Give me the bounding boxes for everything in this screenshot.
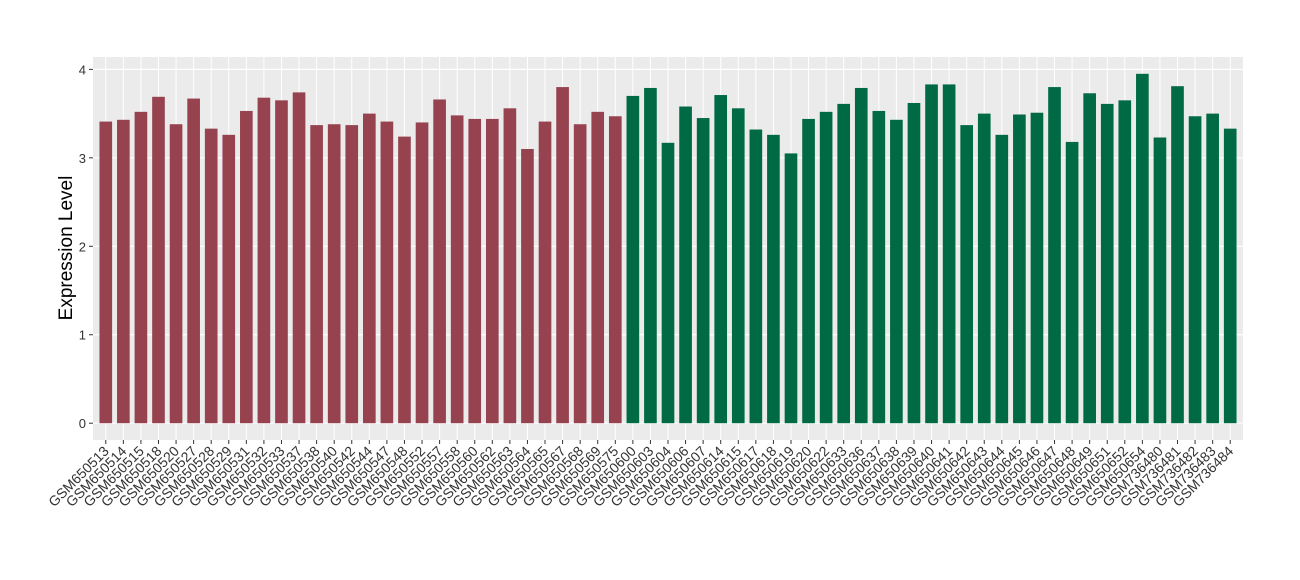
- bar: [872, 110, 886, 424]
- bar: [1206, 113, 1219, 424]
- bar: [257, 97, 271, 424]
- bar: [521, 148, 534, 424]
- bar: [591, 111, 605, 424]
- bar: [204, 128, 218, 424]
- bar: [1171, 86, 1184, 424]
- bar: [1083, 93, 1096, 424]
- bar: [117, 119, 130, 424]
- bar: [503, 108, 517, 424]
- bar: [608, 116, 622, 424]
- bar: [327, 124, 341, 424]
- bar: [433, 99, 446, 424]
- bar: [907, 102, 921, 424]
- bar: [222, 134, 236, 424]
- bar: [1100, 103, 1114, 424]
- bar: [169, 124, 183, 424]
- bar: [152, 96, 165, 424]
- bar: [292, 92, 306, 424]
- bar: [942, 84, 956, 424]
- bar: [714, 95, 728, 424]
- bar: [556, 87, 569, 424]
- bar: [362, 113, 376, 424]
- bar: [1118, 100, 1132, 424]
- y-tick-label: 3: [79, 151, 86, 166]
- bar: [925, 84, 938, 424]
- bar: [1030, 112, 1044, 424]
- bar: [661, 142, 675, 424]
- bar: [240, 110, 253, 424]
- bar: [784, 153, 798, 424]
- bar: [749, 129, 763, 424]
- bar: [1048, 87, 1061, 424]
- y-tick-label: 0: [79, 416, 86, 431]
- bar: [995, 134, 1009, 424]
- y-tick-label: 1: [79, 328, 86, 343]
- bar: [485, 118, 499, 424]
- bar: [187, 98, 200, 424]
- bar: [380, 121, 394, 424]
- bar: [977, 113, 991, 424]
- bar: [819, 111, 833, 424]
- bar: [1223, 128, 1237, 424]
- bar: [802, 118, 815, 424]
- bar: [696, 118, 710, 424]
- bar: [1188, 116, 1202, 424]
- bar: [1065, 141, 1079, 424]
- y-axis-title: Expression Level: [56, 176, 77, 321]
- bar: [573, 124, 587, 424]
- bar: [837, 103, 851, 424]
- bar: [854, 87, 868, 424]
- bar: [99, 121, 113, 424]
- bar: [415, 122, 429, 424]
- bar: [960, 125, 974, 424]
- y-tick-label: 4: [79, 62, 86, 77]
- bar: [890, 119, 903, 424]
- bar: [626, 95, 640, 424]
- bar: [345, 125, 359, 424]
- bar: [679, 106, 692, 424]
- bar: [538, 121, 552, 424]
- bar: [398, 136, 411, 424]
- bar: [450, 115, 464, 424]
- bar: [1013, 114, 1026, 424]
- bar: [134, 111, 148, 424]
- bar: [731, 108, 745, 424]
- bar: [1136, 73, 1149, 424]
- bar: [468, 118, 482, 424]
- bar: [644, 87, 657, 424]
- bar: [767, 134, 780, 424]
- bar: [310, 125, 323, 424]
- bar: [1153, 137, 1167, 424]
- bar: [275, 100, 288, 424]
- y-tick-label: 2: [79, 239, 86, 254]
